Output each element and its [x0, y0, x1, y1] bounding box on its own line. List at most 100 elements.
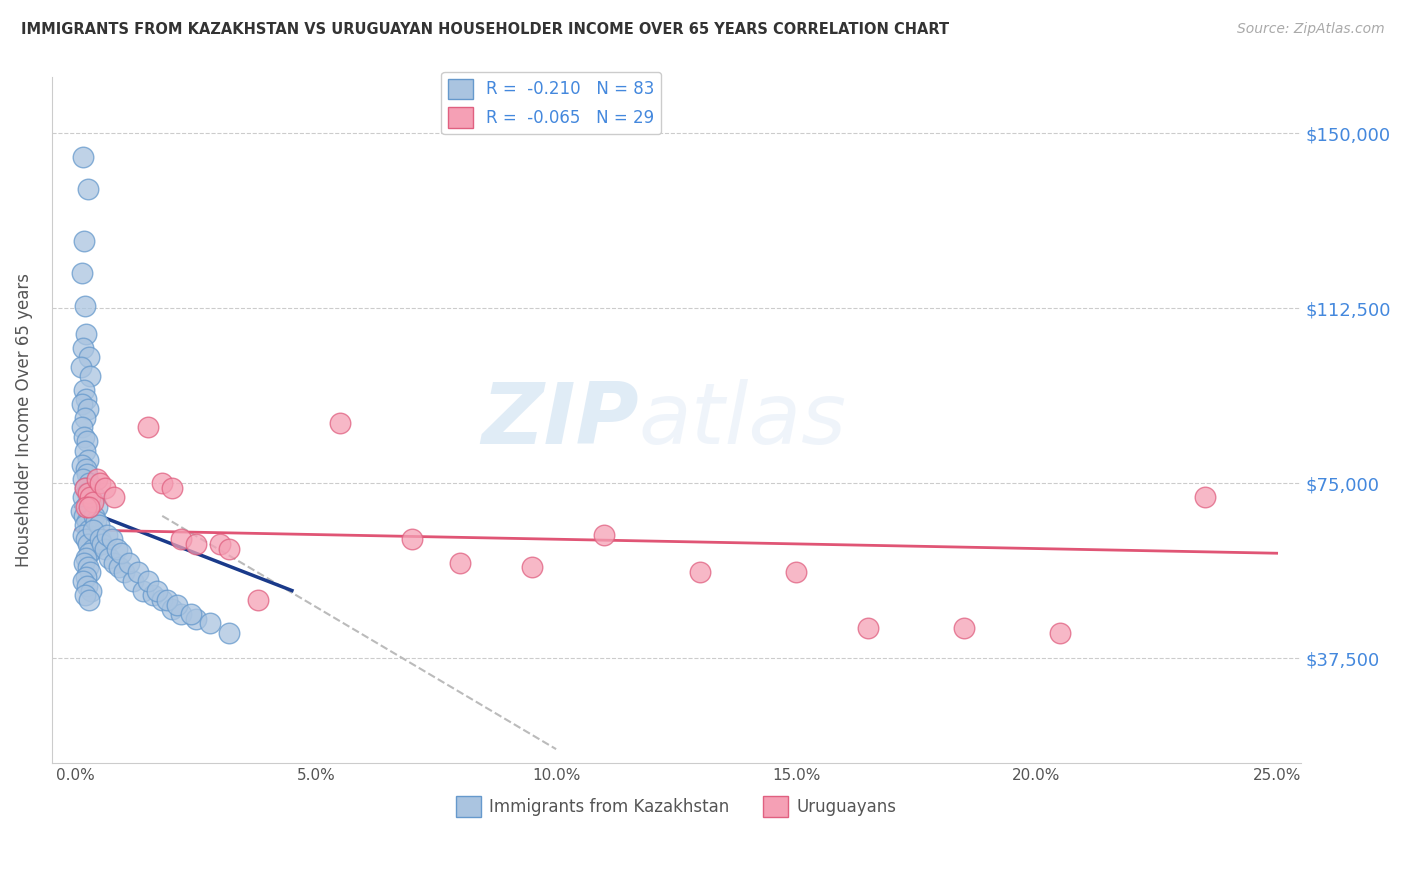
Point	[136, 574, 159, 589]
Point	[160, 481, 183, 495]
Point	[76, 401, 98, 416]
Point	[132, 583, 155, 598]
Point	[70, 458, 93, 472]
Point	[105, 541, 128, 556]
Point	[449, 556, 471, 570]
Point	[858, 621, 880, 635]
Point	[200, 616, 222, 631]
Point	[80, 583, 103, 598]
Point	[1194, 490, 1216, 504]
Point	[75, 481, 97, 495]
Point	[76, 579, 98, 593]
Point	[98, 550, 121, 565]
Point	[82, 523, 104, 537]
Point	[103, 556, 125, 570]
Point	[156, 592, 179, 607]
Point	[329, 416, 352, 430]
Point	[75, 299, 97, 313]
Point	[122, 574, 145, 589]
Point	[103, 490, 125, 504]
Point	[160, 602, 183, 616]
Point	[150, 592, 173, 607]
Point	[76, 434, 98, 449]
Point	[84, 514, 107, 528]
Y-axis label: Householder Income Over 65 years: Householder Income Over 65 years	[15, 273, 32, 567]
Point	[72, 341, 94, 355]
Point	[75, 569, 97, 583]
Point	[91, 537, 114, 551]
Point	[218, 625, 240, 640]
Point	[93, 481, 115, 495]
Point	[136, 420, 159, 434]
Point	[75, 518, 97, 533]
Point	[93, 541, 115, 556]
Point	[953, 621, 976, 635]
Point	[72, 574, 94, 589]
Point	[75, 392, 97, 407]
Point	[73, 556, 96, 570]
Point	[70, 266, 93, 280]
Point	[110, 546, 132, 560]
Point	[72, 472, 94, 486]
Point	[401, 533, 423, 547]
Point	[76, 485, 98, 500]
Point	[75, 533, 97, 547]
Point	[72, 397, 94, 411]
Point	[76, 182, 98, 196]
Text: Source: ZipAtlas.com: Source: ZipAtlas.com	[1237, 22, 1385, 37]
Point	[86, 472, 108, 486]
Point	[101, 533, 124, 547]
Text: atlas: atlas	[638, 379, 846, 462]
Point	[108, 560, 131, 574]
Point	[75, 588, 97, 602]
Point	[82, 541, 104, 556]
Point	[84, 490, 107, 504]
Text: IMMIGRANTS FROM KAZAKHSTAN VS URUGUAYAN HOUSEHOLDER INCOME OVER 65 YEARS CORRELA: IMMIGRANTS FROM KAZAKHSTAN VS URUGUAYAN …	[21, 22, 949, 37]
Point	[87, 518, 110, 533]
Point	[77, 351, 100, 365]
Point	[247, 592, 270, 607]
Point	[70, 504, 93, 518]
Point	[73, 429, 96, 443]
Point	[75, 481, 97, 495]
Point	[127, 565, 149, 579]
Point	[218, 541, 240, 556]
Point	[76, 560, 98, 574]
Point	[689, 565, 711, 579]
Point	[75, 462, 97, 476]
Point	[72, 490, 94, 504]
Point	[73, 383, 96, 397]
Point	[166, 598, 188, 612]
Point	[89, 533, 111, 547]
Point	[75, 550, 97, 565]
Point	[77, 476, 100, 491]
Point	[180, 607, 202, 621]
Point	[1049, 625, 1071, 640]
Point	[76, 537, 98, 551]
Point	[76, 485, 98, 500]
Point	[86, 500, 108, 514]
Point	[208, 537, 231, 551]
Point	[184, 611, 207, 625]
Point	[75, 411, 97, 425]
Point	[112, 565, 135, 579]
Point	[89, 476, 111, 491]
Point	[785, 565, 807, 579]
Point	[184, 537, 207, 551]
Point	[77, 523, 100, 537]
Point	[75, 326, 97, 341]
Point	[79, 368, 101, 383]
Legend: Immigrants from Kazakhstan, Uruguayans: Immigrants from Kazakhstan, Uruguayans	[450, 789, 903, 823]
Point	[75, 500, 97, 514]
Point	[520, 560, 543, 574]
Point	[117, 556, 139, 570]
Point	[76, 467, 98, 481]
Point	[79, 565, 101, 579]
Point	[73, 500, 96, 514]
Point	[73, 508, 96, 523]
Point	[170, 533, 193, 547]
Point	[76, 514, 98, 528]
Point	[96, 527, 118, 541]
Point	[72, 150, 94, 164]
Point	[73, 443, 96, 458]
